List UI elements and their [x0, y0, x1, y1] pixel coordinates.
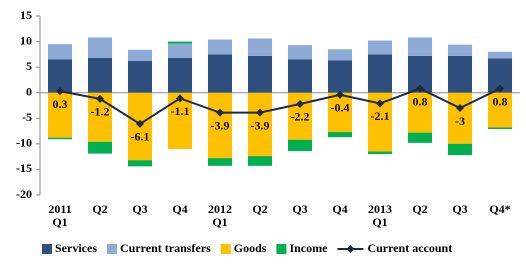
bar-segment	[448, 55, 472, 93]
bar-segment	[448, 143, 472, 156]
bar-segment	[328, 60, 352, 93]
line-marker	[296, 99, 304, 108]
legend-swatch	[220, 244, 231, 254]
data-label: 0.3	[53, 97, 68, 111]
bar-segment	[168, 57, 192, 93]
data-label: 0.8	[493, 94, 508, 108]
bar-segment	[48, 59, 72, 93]
data-label: 0.8	[413, 94, 428, 108]
bar-segment	[448, 92, 472, 144]
bar-segment	[288, 59, 312, 93]
x-tick-label: Q2	[92, 202, 108, 216]
bar-segment	[288, 139, 312, 152]
bar-segment	[48, 137, 72, 140]
bar-segment	[408, 92, 432, 133]
legend-label: Services	[55, 241, 97, 255]
bar-segment	[248, 156, 272, 166]
bar-segment	[208, 92, 232, 159]
x-tick-label: Q2	[252, 202, 268, 216]
bar-segment	[328, 49, 352, 61]
y-tick-label: -15	[16, 161, 32, 175]
legend-label: Income	[289, 241, 328, 255]
y-tick-label: -20	[16, 187, 32, 201]
x-tick-label: Q2	[412, 202, 428, 216]
data-label: -1.1	[171, 104, 190, 118]
x-tick-label: Q3	[292, 202, 308, 216]
bar-segment	[48, 44, 72, 60]
bar-segment	[88, 37, 112, 58]
bar-segment	[408, 132, 432, 143]
line-marker	[216, 108, 224, 117]
data-label: -0.4	[331, 101, 350, 115]
bar-segment	[128, 49, 152, 62]
bar-segment	[248, 92, 272, 157]
bar-segment	[168, 43, 192, 58]
line-marker	[136, 119, 144, 128]
bar-segment	[488, 51, 512, 59]
x-tick-label: Q4	[332, 202, 348, 216]
legend-marker	[346, 245, 355, 253]
data-label: -6.1	[131, 130, 150, 144]
bar-segment	[248, 38, 272, 56]
line-marker	[256, 108, 264, 117]
bar-segment	[368, 151, 392, 155]
bar-segment	[88, 57, 112, 93]
x-tick-label: 2011 Q1	[48, 202, 72, 229]
x-tick-label: Q4	[172, 202, 188, 216]
bar-segment	[88, 141, 112, 154]
y-tick-label: -10	[16, 136, 32, 150]
line-marker	[176, 94, 184, 103]
bar-segment	[368, 54, 392, 93]
line-marker	[456, 104, 464, 113]
x-tick-label: Q3	[132, 202, 148, 216]
bar-segment	[168, 41, 192, 44]
data-label: -1.2	[91, 105, 110, 119]
bar-segment	[128, 61, 152, 93]
line-marker	[96, 94, 104, 103]
data-label: -2.1	[371, 109, 390, 123]
line-marker	[496, 84, 504, 93]
y-tick-label: -5	[22, 110, 32, 124]
y-tick-label: 0	[26, 84, 32, 98]
x-tick-label: Q3	[452, 202, 468, 216]
legend-label: Current transfers	[120, 241, 211, 255]
bar-segment	[328, 92, 352, 133]
data-label: -3	[455, 114, 465, 128]
bar-segment	[208, 39, 232, 55]
bar-segment	[208, 158, 232, 166]
legend-label: Current account	[367, 241, 452, 255]
line-marker	[336, 90, 344, 99]
line-marker	[416, 84, 424, 93]
y-tick-label: 15	[20, 8, 32, 22]
legend-swatch	[106, 244, 117, 254]
legend-label: Goods	[234, 241, 267, 255]
line	[59, 87, 501, 126]
bar-segment	[488, 92, 512, 128]
line-marker	[56, 87, 64, 96]
bar-segment	[288, 45, 312, 60]
y-tick-label: 5	[26, 59, 32, 73]
bar-segment	[368, 40, 392, 55]
data-label: -2.2	[291, 110, 310, 124]
bar-segment	[128, 160, 152, 167]
bar-segment	[488, 127, 512, 130]
y-tick-label: 10	[20, 33, 32, 47]
data-label: -3.9	[211, 118, 230, 132]
data-label: -3.9	[251, 118, 270, 132]
x-tick-label: 2013 Q1	[368, 202, 392, 229]
line-marker	[376, 99, 384, 108]
x-tick-label: Q4*	[489, 202, 511, 216]
bar-segment	[448, 44, 472, 56]
x-tick-label: 2012 Q1	[208, 202, 232, 229]
bar-segment	[208, 54, 232, 93]
bar-segment	[408, 37, 432, 56]
legend-swatch	[276, 244, 287, 254]
bar-segment	[248, 55, 272, 93]
bar-segment	[48, 92, 72, 138]
bar-segment	[328, 132, 352, 138]
legend-swatch	[42, 244, 52, 254]
